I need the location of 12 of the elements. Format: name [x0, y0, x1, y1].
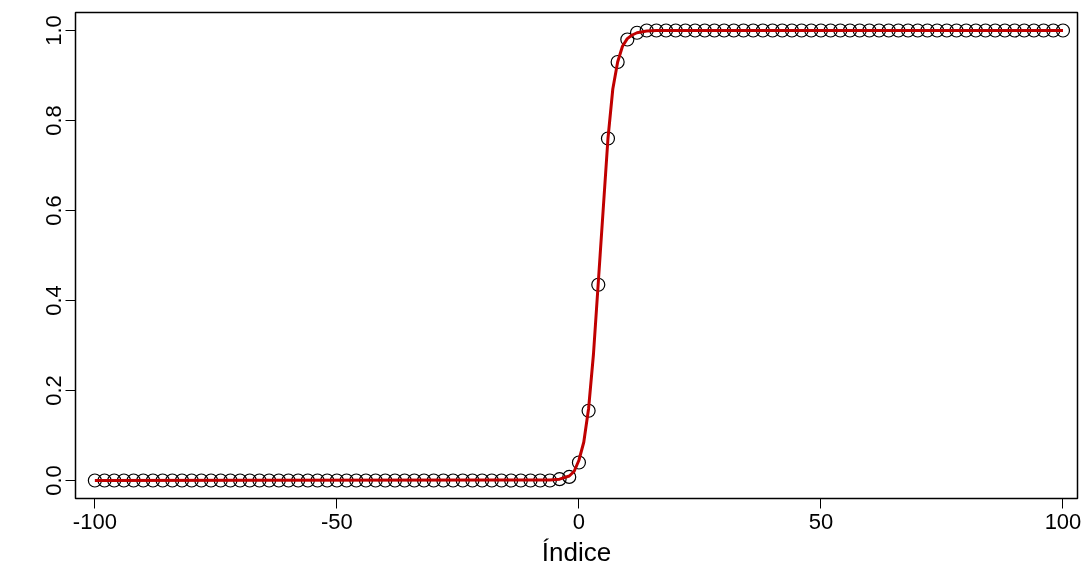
y-tick-label: 1.0	[40, 15, 66, 46]
y-tick-label: 0.8	[40, 105, 66, 136]
x-tick-label: 100	[1044, 508, 1081, 534]
x-tick-label: 50	[808, 508, 834, 534]
x-tick-label: -100	[72, 508, 117, 534]
y-tick-label: 0.6	[40, 195, 66, 226]
y-tick-label: 0.0	[40, 465, 66, 496]
x-axis-title: Índice	[541, 536, 612, 567]
y-tick-label: 0.2	[40, 375, 66, 406]
x-tick-label: 0	[572, 508, 586, 534]
x-tick-label: -50	[320, 508, 353, 534]
y-tick-label: 0.4	[40, 285, 66, 316]
